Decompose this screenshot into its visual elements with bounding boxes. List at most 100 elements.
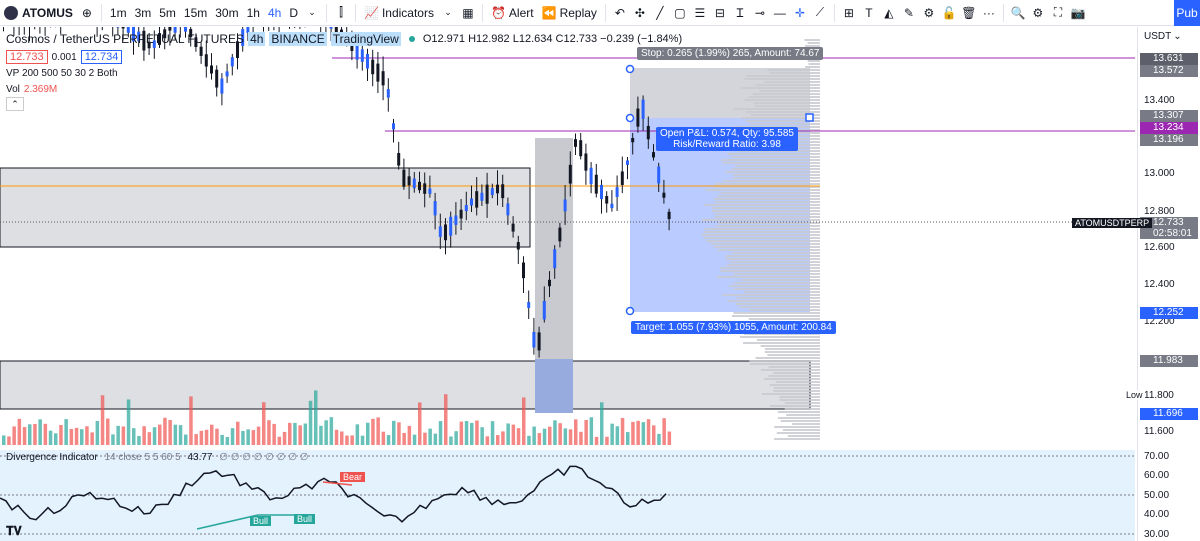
indicators-button[interactable]: 📈 Indicators — [363, 5, 434, 20]
candle-body — [657, 166, 661, 184]
cursor-tool-icon[interactable]: ✣ — [634, 5, 645, 20]
alert-button[interactable]: ⏰ Alert — [490, 5, 534, 20]
vp-indicator-label[interactable]: VP 200 500 50 30 2 Both — [6, 67, 118, 79]
volume-bar — [64, 419, 68, 445]
vp-row-bar — [710, 243, 820, 245]
volume-bar — [100, 395, 105, 445]
templates-icon[interactable]: ▦ — [462, 5, 474, 20]
candle-body — [355, 40, 359, 60]
candle-body — [615, 187, 619, 198]
volume-bar — [376, 417, 380, 445]
candle-body — [636, 108, 640, 127]
indicator-title[interactable]: Divergence Indicator — [6, 452, 98, 463]
candle-body — [475, 191, 479, 208]
horizontal-ray-icon[interactable]: ⊸ — [754, 5, 765, 20]
vol-indicator-label[interactable]: Vol — [6, 83, 20, 95]
more-icon[interactable]: ··· — [982, 5, 995, 20]
symbol-search[interactable]: ATOMUS — [0, 2, 77, 24]
position-handle-entry[interactable] — [625, 113, 635, 123]
fib-tool-icon[interactable]: ☰ — [694, 5, 706, 20]
settings-icon[interactable]: ⚙ — [923, 5, 935, 20]
volume-bar — [537, 433, 542, 445]
text-tool-icon[interactable]: Ɪ — [736, 6, 744, 20]
vp-row-bar — [722, 180, 820, 182]
price-chart-canvas — [0, 27, 1135, 445]
brush-icon[interactable]: ⟋ — [815, 5, 825, 19]
replay-button[interactable]: ⏪ Replay — [541, 5, 597, 20]
candle-body — [594, 174, 598, 194]
price-chart[interactable]: Stop: 0.265 (1.99%) 265, Amount: 74.67 O… — [0, 27, 1135, 447]
volume-bar — [511, 424, 516, 445]
gear-icon[interactable]: ⚙ — [1032, 5, 1044, 20]
interval-30m[interactable]: 30m — [215, 5, 239, 20]
candle-body — [184, 27, 187, 32]
volume-bar — [236, 421, 240, 445]
vp-row-bar — [714, 216, 820, 218]
candle-body — [132, 27, 135, 42]
chevron-down-icon[interactable]: ⌄ — [308, 7, 316, 17]
add-symbol-icon[interactable]: ⊕ — [81, 5, 92, 20]
vp-row-bar — [769, 384, 820, 386]
bull-divergence-line — [196, 514, 300, 530]
publish-button[interactable]: Pub — [1174, 0, 1200, 26]
interval-1m[interactable]: 1m — [109, 5, 127, 20]
volume-bar — [28, 424, 32, 445]
vp-row-bar — [720, 270, 820, 272]
interval-4h[interactable]: 4h — [267, 5, 282, 20]
line-color-icon[interactable]: ✎ — [903, 5, 914, 20]
position-handle-right[interactable] — [805, 113, 814, 122]
vp-row-bar — [733, 282, 820, 284]
collapse-legend-button[interactable]: ⌃ — [6, 97, 24, 111]
position-handle-top[interactable] — [625, 64, 635, 74]
delete-icon[interactable]: 🗑 — [961, 5, 977, 20]
legend-vp-row: VP 200 500 50 30 2 Both — [6, 65, 682, 81]
bid-price[interactable]: 12.733 — [6, 50, 48, 64]
volume-bar — [418, 402, 422, 445]
interval-1h[interactable]: 1h — [246, 5, 260, 20]
text-format-icon[interactable]: T — [865, 5, 873, 20]
snapshot-icon[interactable]: 📷 — [1070, 5, 1086, 20]
candle-body — [459, 209, 463, 219]
candle-body — [605, 196, 609, 204]
search-icon[interactable]: 🔍 — [1010, 5, 1026, 20]
legend-ohlc: O12.971 H12.982 L12.634 C12.733 −0.239 (… — [422, 33, 683, 45]
interval-3m[interactable]: 3m — [134, 5, 152, 20]
legend-source: TradingView — [330, 32, 401, 46]
undo-icon[interactable]: ↶ — [614, 5, 625, 20]
vp-row-bar — [742, 342, 820, 344]
currency-selector[interactable]: USDT ⌄ — [1144, 31, 1182, 42]
candle-body — [199, 46, 203, 56]
vp-row-bar — [714, 213, 820, 215]
candle-body — [620, 171, 624, 185]
volume-bar — [158, 424, 162, 445]
volume-bar — [256, 426, 261, 445]
candle-type-icon[interactable]: ⫿ — [339, 5, 343, 19]
fill-color-icon[interactable]: ◭ — [884, 5, 894, 20]
alert-icon: ⏰ — [490, 5, 506, 20]
crosshair-icon[interactable]: ✛ — [794, 5, 805, 20]
vp-row-bar — [774, 438, 820, 440]
chevron-down-icon[interactable]: ⌄ — [444, 7, 452, 17]
scale-tick: 12.200 — [1144, 316, 1175, 327]
volume-bar — [626, 432, 630, 445]
rectangle-tool-icon[interactable]: ▢ — [674, 5, 686, 20]
volume-bar — [485, 436, 490, 445]
interval-5m[interactable]: 5m — [159, 5, 176, 20]
object-tree-icon[interactable]: ⊞ — [843, 5, 854, 20]
price-scale[interactable]: USDT ⌄ 13.400 13.000 12.800 12.600 12.400… — [1072, 27, 1200, 541]
interval-d[interactable]: D — [289, 5, 298, 20]
volume-bar — [293, 422, 297, 445]
fullscreen-icon[interactable]: ⛶ — [1053, 5, 1063, 19]
lock-icon[interactable]: 🔓 — [941, 5, 957, 20]
volume-bar — [350, 435, 354, 445]
indicator-params: 14 close 5 5 60 5 — [104, 452, 181, 463]
interval-15m[interactable]: 15m — [183, 5, 208, 20]
candle-body — [438, 226, 442, 237]
position-handle-bottom[interactable] — [625, 306, 635, 316]
horizontal-line-icon[interactable]: — — [773, 5, 786, 20]
vp-row-bar — [774, 426, 820, 428]
ask-price[interactable]: 12.734 — [80, 50, 123, 64]
divergence-indicator-pane[interactable]: Divergence Indicator 14 close 5 5 60 5 4… — [0, 450, 1135, 541]
trend-line-icon[interactable]: ╱ — [656, 5, 664, 20]
position-tool-icon[interactable]: ⊟ — [714, 5, 725, 20]
